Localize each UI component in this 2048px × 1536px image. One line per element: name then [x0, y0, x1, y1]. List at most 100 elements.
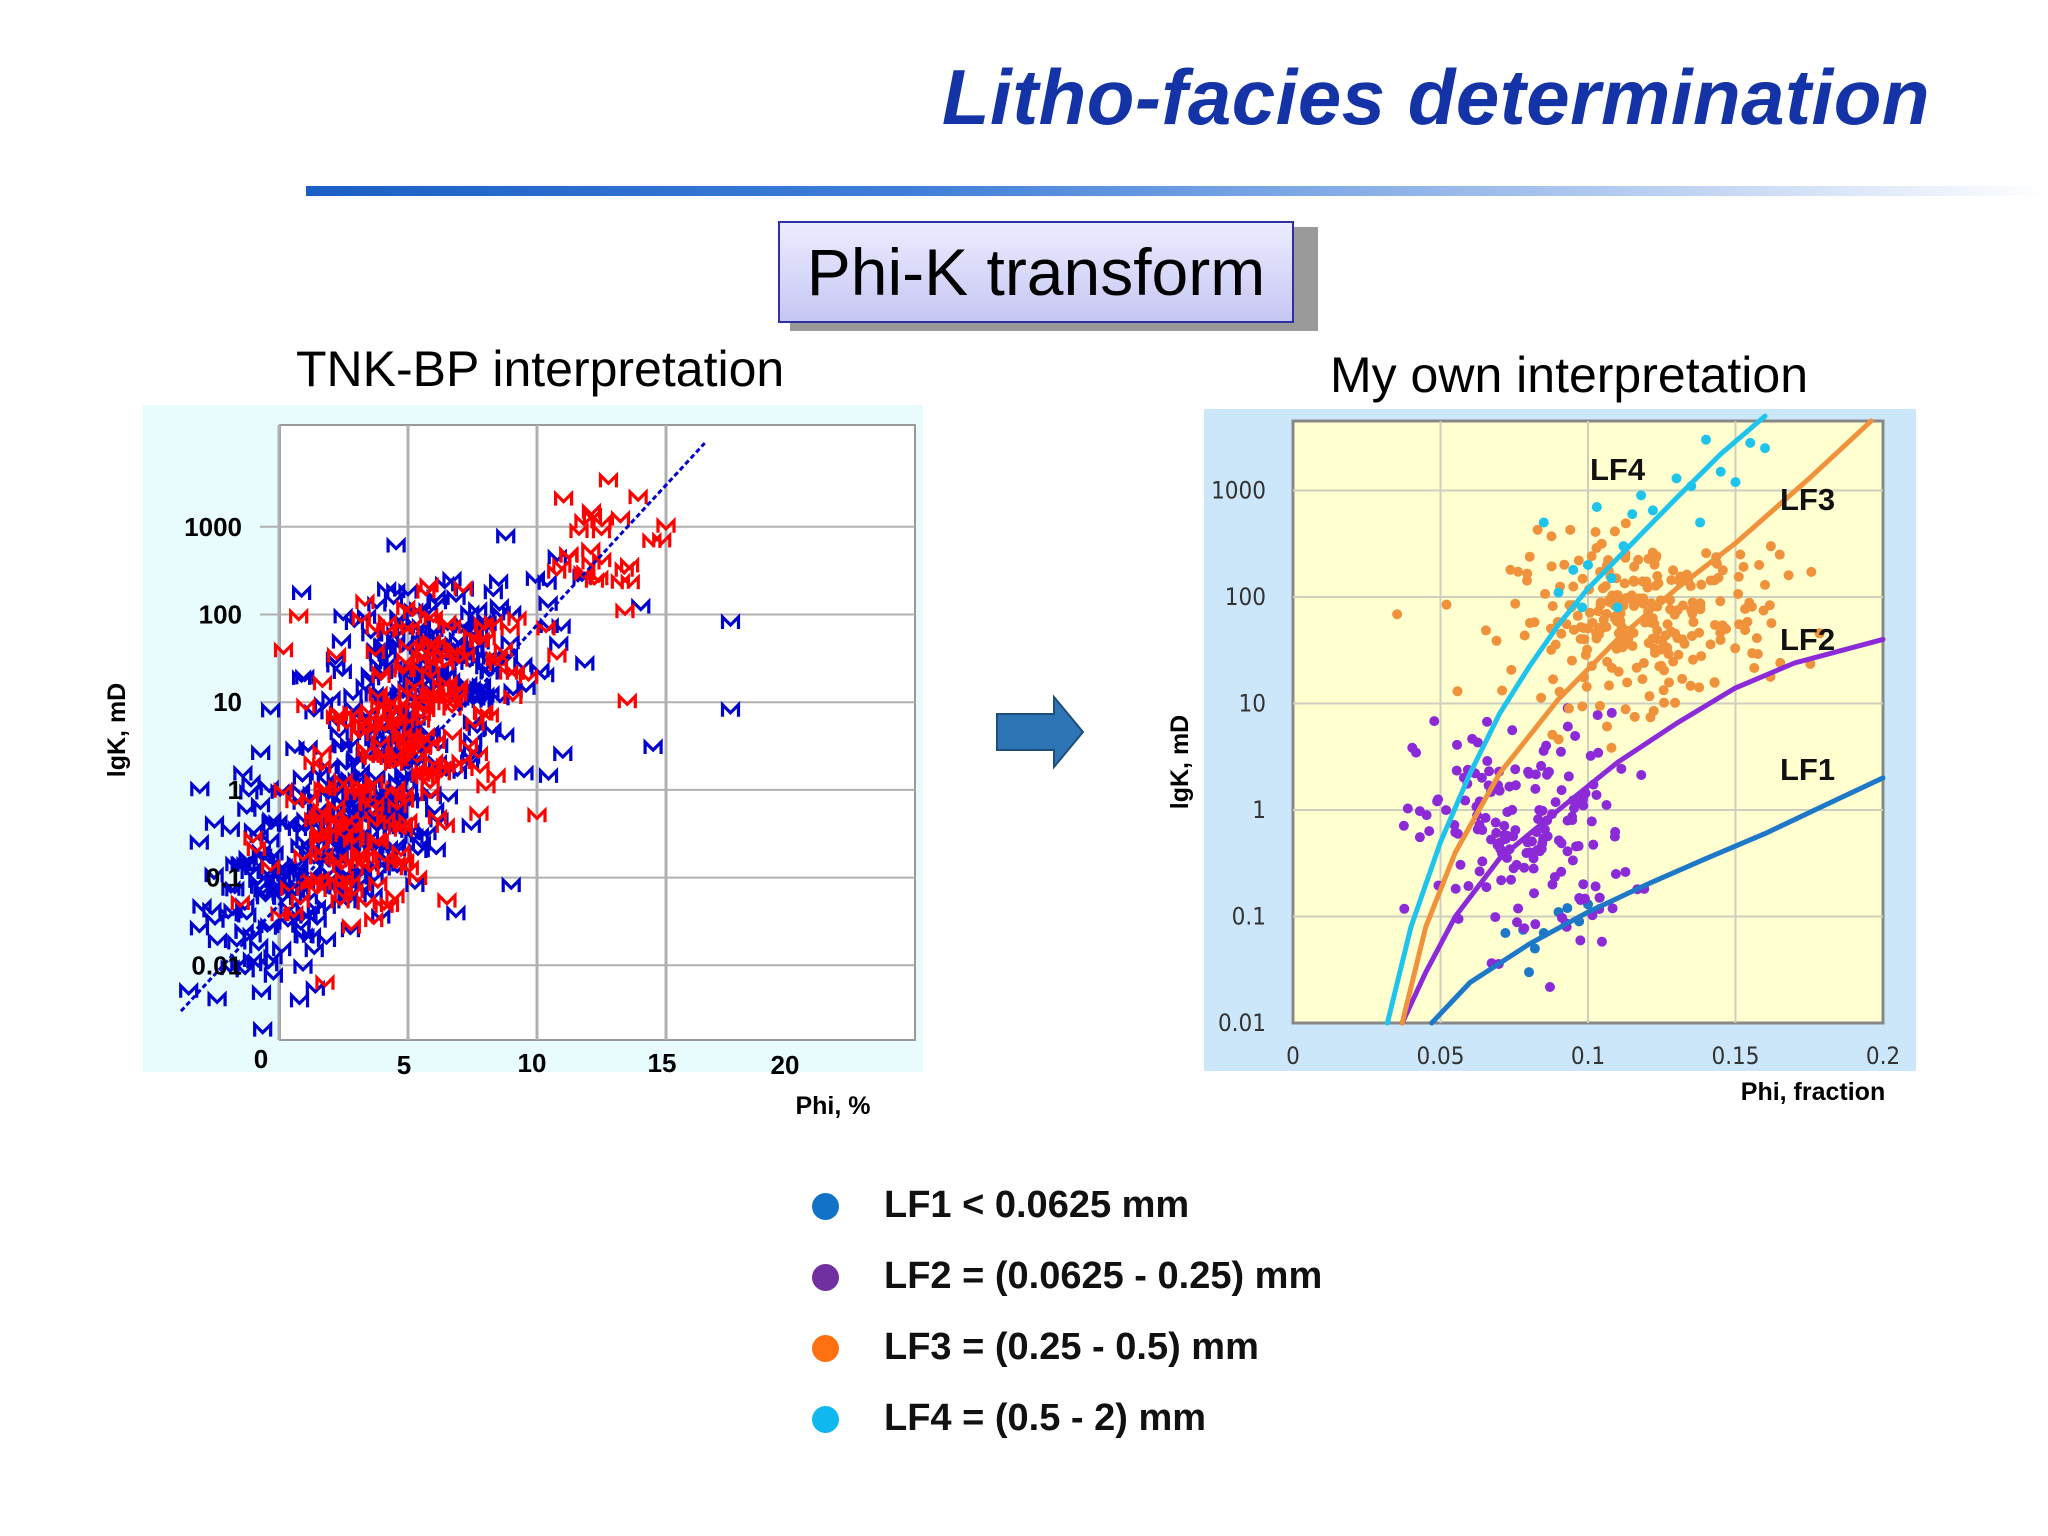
scatter-marker: [239, 783, 259, 800]
scatter-marker: [325, 708, 346, 725]
scatter-marker: [360, 702, 380, 719]
scatter-dot: [1730, 477, 1741, 488]
scatter-marker: [304, 703, 324, 720]
scatter-dot: [1494, 837, 1505, 848]
scatter-dot: [1543, 766, 1554, 777]
scatter-dot: [1585, 750, 1596, 761]
left-x-tick-label: 15: [648, 1048, 677, 1078]
scatter-marker: [289, 991, 310, 1008]
scatter-dot: [1524, 967, 1534, 978]
left-x-tick-label: 0: [254, 1044, 268, 1074]
scatter-dot: [1507, 804, 1518, 815]
scatter-marker: [415, 726, 435, 743]
scatter-dot: [1601, 800, 1612, 811]
scatter-marker: [426, 687, 446, 704]
scatter-marker: [408, 869, 428, 885]
scatter-dot: [1570, 730, 1581, 741]
scatter-marker: [424, 652, 444, 669]
scatter-marker: [284, 904, 304, 921]
scatter-marker: [419, 576, 439, 593]
scatter-dot: [1392, 609, 1403, 620]
scatter-dot: [1577, 701, 1588, 712]
scatter-dot: [1695, 517, 1706, 528]
scatter-marker: [329, 724, 349, 741]
scatter-dot: [1549, 871, 1560, 882]
scatter-marker: [330, 892, 350, 909]
scatter-marker: [425, 801, 445, 818]
scatter-dot: [1510, 598, 1521, 609]
scatter-marker: [610, 572, 630, 589]
scatter-dot: [1590, 526, 1601, 537]
scatter-marker: [420, 775, 440, 792]
scatter-marker: [205, 911, 225, 928]
right-y-tick-label: 1000: [1211, 477, 1266, 505]
scatter-marker: [398, 637, 418, 654]
scatter-dot: [1754, 559, 1765, 570]
left-y-axis-label: lgK, mD: [103, 683, 131, 777]
scatter-dot: [1602, 721, 1613, 732]
scatter-dot: [1542, 831, 1553, 842]
scatter-dot: [1686, 630, 1697, 641]
legend-text-lf4: LF4 = (0.5 - 2) mm: [884, 1397, 1207, 1439]
scatter-dot: [1519, 923, 1530, 934]
fit-curve-lf1: [1429, 775, 1886, 1026]
scatter-dot: [1588, 839, 1599, 850]
scatter-dot: [1783, 570, 1794, 581]
scatter-dot: [1696, 579, 1707, 590]
scatter-dot: [1567, 855, 1578, 866]
scatter-marker: [370, 696, 390, 713]
scatter-marker: [431, 641, 451, 658]
scatter-marker: [260, 850, 280, 867]
scatter-marker: [516, 679, 536, 695]
left-y-tick-label: 10: [213, 687, 242, 717]
right-fit-curves: [1384, 413, 1886, 1026]
scatter-marker: [327, 778, 348, 795]
scatter-dot: [1480, 812, 1491, 823]
scatter-dot: [1668, 656, 1679, 667]
scatter-marker: [453, 579, 473, 596]
scatter-marker: [207, 990, 227, 1007]
scatter-marker: [360, 859, 380, 876]
legend-text-lf1: LF1 < 0.0625 mm: [884, 1184, 1190, 1226]
scatter-marker: [253, 1020, 273, 1037]
scatter-dot: [1622, 677, 1633, 688]
scatter-marker: [304, 811, 324, 828]
scatter-dot: [1606, 573, 1617, 584]
scatter-marker: [419, 634, 439, 651]
scatter-dot: [1452, 739, 1463, 750]
scatter-dot: [1474, 866, 1485, 877]
scatter-dot: [1547, 879, 1558, 890]
right-arrow-icon: [996, 694, 1085, 770]
scatter-marker: [367, 595, 387, 612]
scatter-dot: [1733, 571, 1744, 582]
scatter-marker: [250, 796, 271, 813]
scatter-dot: [1451, 765, 1462, 776]
scatter-dot: [1429, 716, 1440, 727]
scatter-marker: [312, 801, 332, 818]
scatter-marker: [241, 773, 261, 790]
scatter-marker: [261, 701, 281, 718]
left-trend-line: [179, 442, 706, 1013]
scatter-marker: [405, 675, 425, 692]
right-y-tick-label: 0.1: [1232, 903, 1266, 931]
scatter-dot: [1522, 568, 1533, 579]
scatter-marker: [476, 629, 496, 646]
scatter-dot: [1559, 559, 1570, 570]
scatter-dot: [1669, 609, 1680, 620]
scatter-marker: [249, 827, 269, 843]
scatter-dot: [1504, 781, 1515, 792]
scatter-dot: [1620, 866, 1631, 877]
scatter-marker: [387, 797, 407, 814]
scatter-marker: [321, 689, 341, 706]
scatter-dot: [1450, 883, 1461, 894]
scatter-marker: [237, 906, 257, 923]
scatter-dot: [1441, 599, 1452, 610]
scatter-marker: [296, 697, 316, 714]
scatter-dot: [1593, 747, 1604, 758]
scatter-dot: [1606, 662, 1617, 673]
scatter-marker: [499, 663, 519, 680]
scatter-marker: [468, 745, 489, 762]
scatter-dot: [1584, 607, 1595, 618]
scatter-marker: [400, 619, 420, 636]
